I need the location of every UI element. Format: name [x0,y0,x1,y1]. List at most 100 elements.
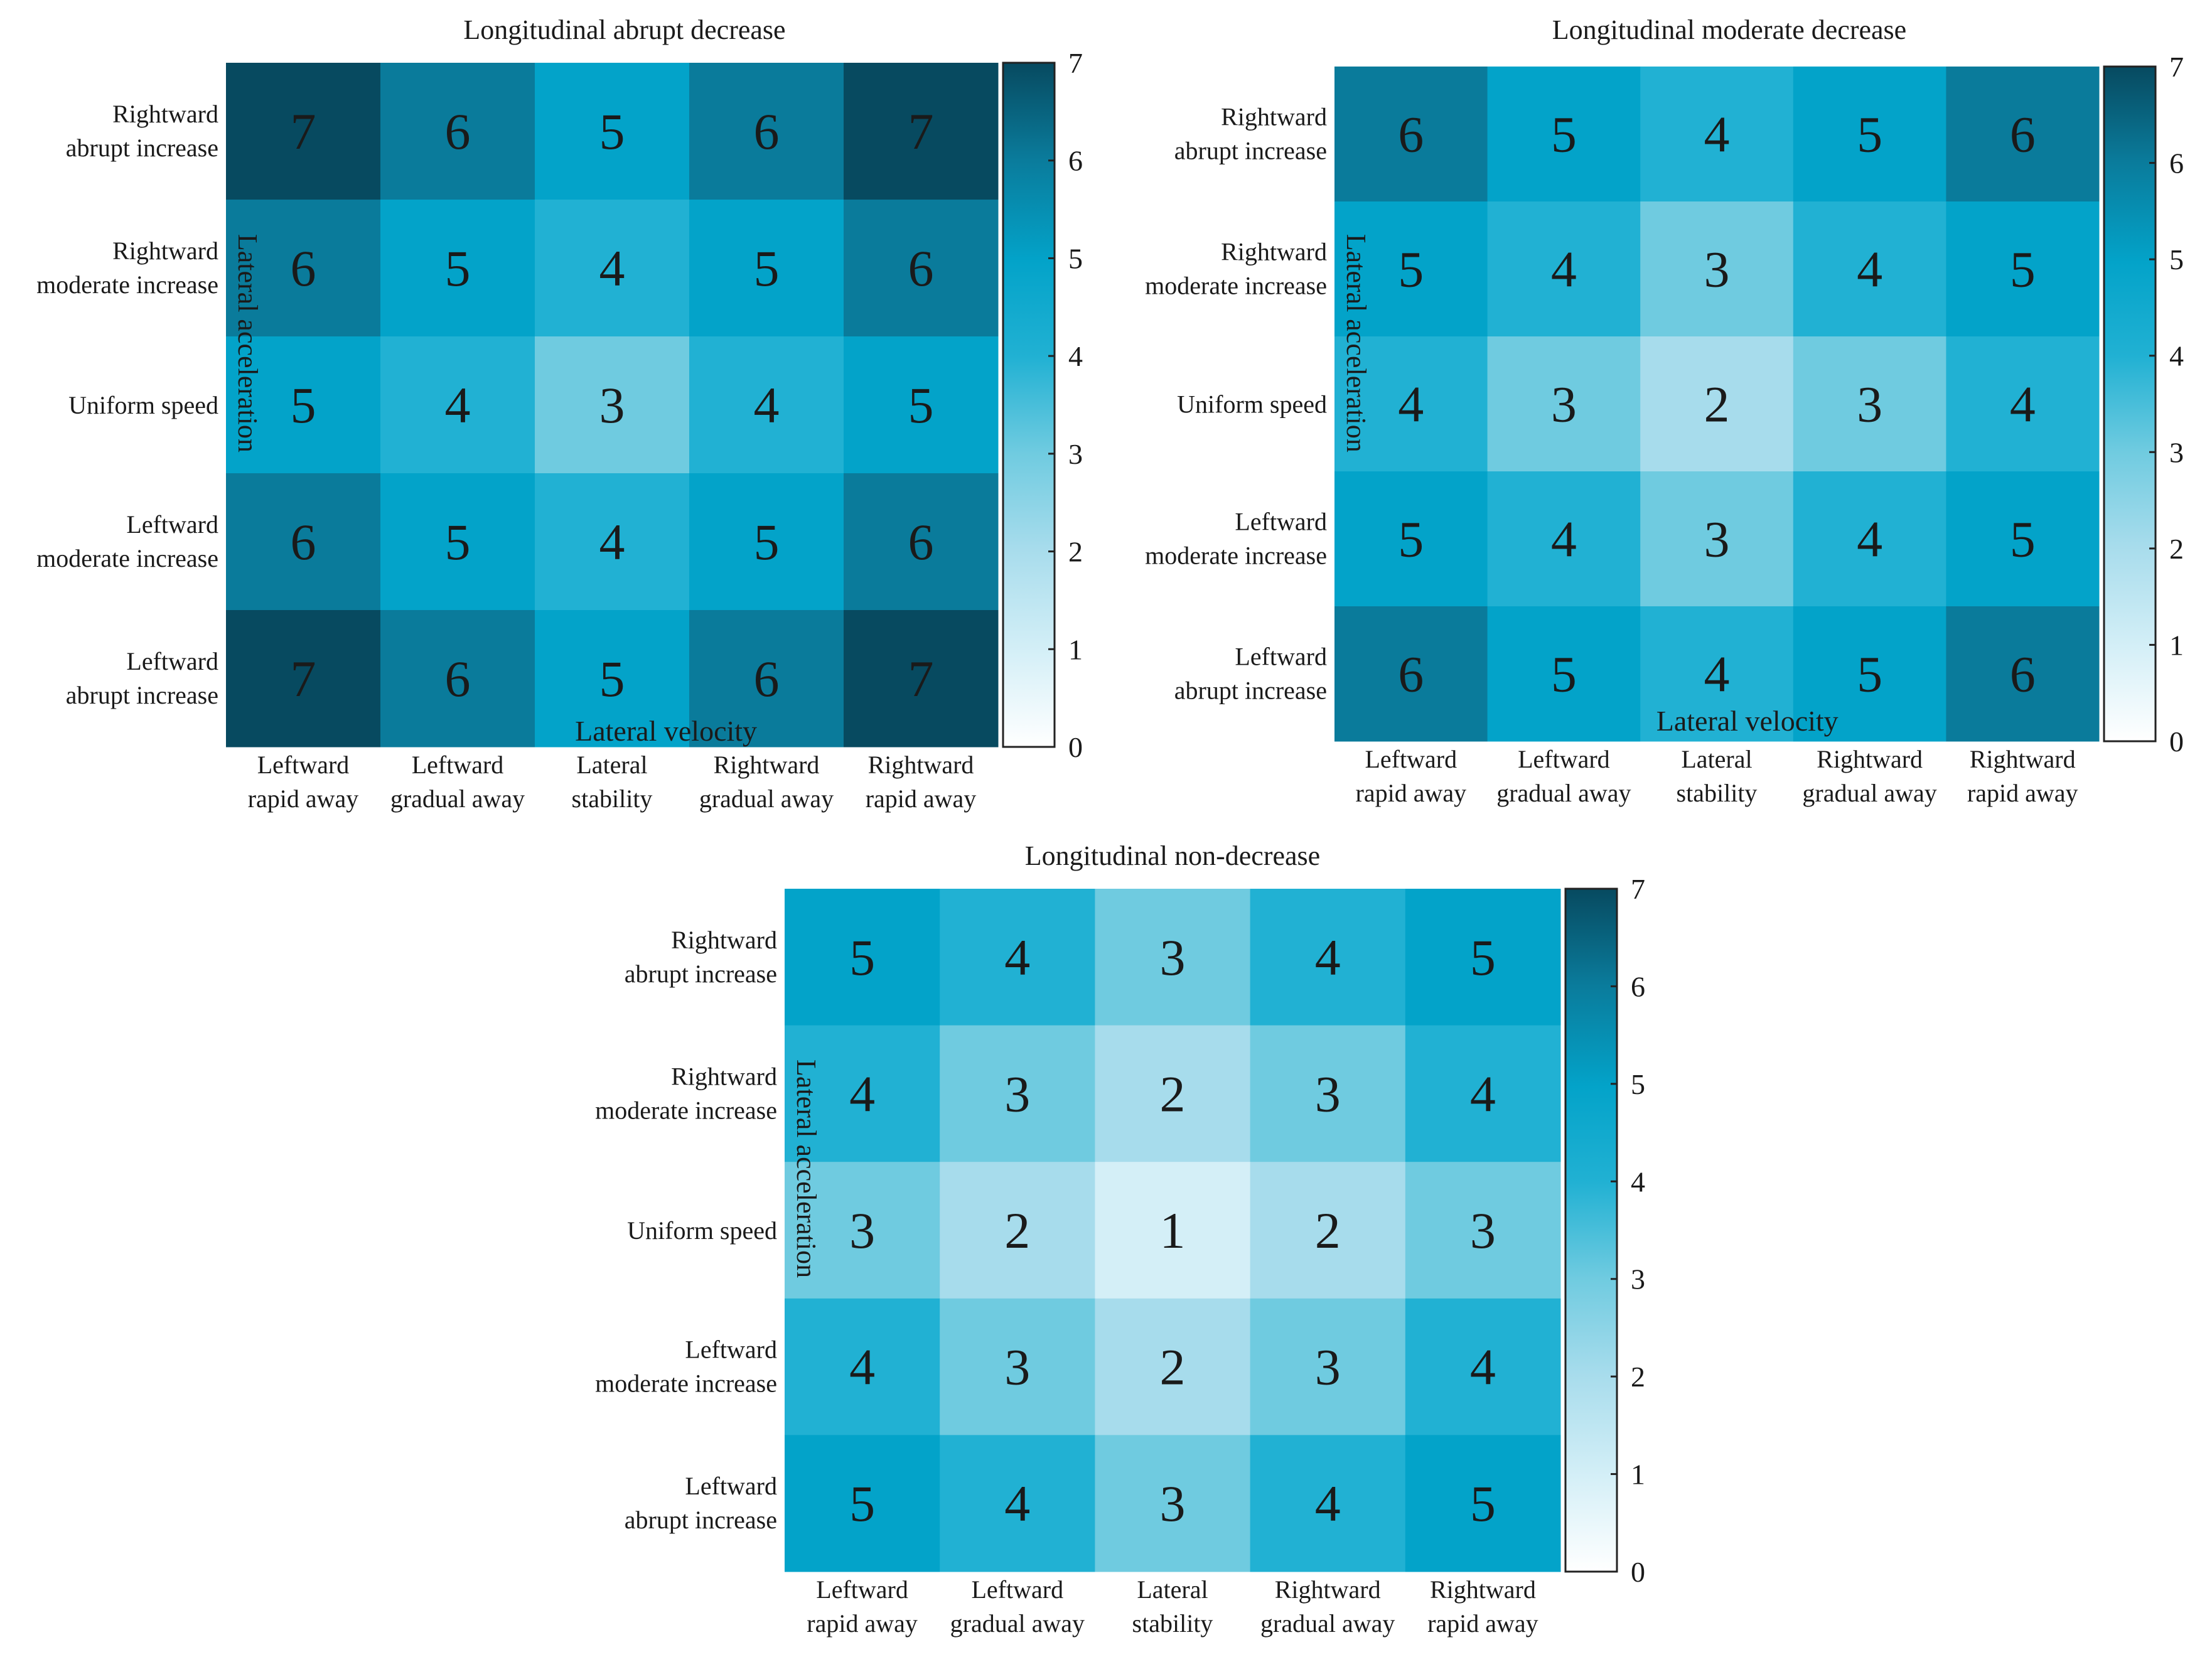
heatmap-cell [380,63,535,200]
cell-value-label: 6 [1398,106,1424,163]
cell-value-label: 1 [1160,1202,1186,1259]
heatmap-cell [785,1435,940,1572]
x-tick-label: Leftward gradual away [1496,745,1631,807]
colorbar-tick-label: 0 [1631,1556,1645,1588]
y-tick-label: Rightward abrupt increase [1174,103,1327,165]
heatmap-cell [1946,336,2100,472]
cell-value-label: 6 [291,513,316,571]
x-tick-label: Lateral stability [1132,1575,1213,1638]
heatmap-cell [1250,1162,1406,1299]
chart-title: Longitudinal moderate decrease [1552,14,1906,45]
cell-value-label: 3 [849,1202,875,1259]
cell-value-label: 4 [1551,511,1577,568]
heatmap-cell [226,200,381,337]
cell-value-label: 5 [599,103,625,160]
cell-value-label: 4 [1315,929,1341,986]
heatmap-cell [226,63,381,200]
heatmap-cell [689,473,844,611]
x-axis-label: Lateral velocity [1656,705,1839,737]
heatmap-cell [1250,889,1406,1026]
x-tick-label: Leftward rapid away [248,751,359,813]
colorbar-tick-label: 0 [2169,726,2184,758]
heatmap-cell [940,1435,1095,1572]
colorbar-tick-label: 2 [2169,533,2184,565]
y-tick-label: Leftward moderate increase [1145,508,1327,570]
y-tick-label: Leftward abrupt increase [66,647,218,709]
heatmap-cell [1640,336,1794,472]
heatmap-cell [689,63,844,200]
cell-value-label: 3 [1004,1339,1030,1396]
x-tick-label: Rightward rapid away [1967,745,2078,807]
cell-value-label: 6 [754,103,780,160]
x-tick-label: Lateral stability [1677,745,1758,807]
cell-value-label: 3 [1470,1202,1496,1259]
cell-value-label: 7 [908,650,934,707]
heatmap-cell [940,1298,1095,1435]
cell-value-label: 3 [1551,376,1577,433]
cell-value-label: 7 [908,103,934,160]
y-tick-label: Rightward moderate increase [1145,238,1327,300]
heatmap-cell [535,473,690,611]
colorbar-tick-label: 6 [1631,970,1645,1002]
cell-value-label: 5 [445,513,471,571]
heatmap-cell [844,63,999,200]
heatmap-panel-1: Longitudinal abrupt decrease 7 6 5 6 7 6 5 4 5 6 5 4… [36,14,1083,813]
heatmap-cell [1793,606,1946,742]
cell-value-label: 4 [1004,929,1030,986]
heatmap-cell [226,336,381,474]
cell-value-label: 7 [291,650,316,707]
heatmap-cell [940,889,1095,1026]
heatmap-cell [1250,1025,1406,1162]
heatmap-cell [380,200,535,337]
heatmap-cell [1250,1435,1406,1572]
cell-value-label: 3 [1704,511,1730,568]
y-tick-label: Uniform speed [1177,390,1327,419]
colorbar-tick-label: 1 [1631,1459,1645,1491]
cell-value-label: 5 [1398,241,1424,298]
y-tick-label: Rightward abrupt increase [625,926,777,988]
heatmap-cell [1487,67,1641,202]
y-tick-label: Rightward moderate increase [595,1062,777,1124]
heatmap-cell [1487,606,1641,742]
heatmap-cell [785,1298,940,1435]
cell-value-label: 6 [908,513,934,571]
cell-value-label: 4 [599,513,625,571]
cell-value-label: 4 [445,377,471,434]
cell-value-label: 4 [849,1065,875,1122]
heatmap-cell [1405,889,1561,1026]
colorbar-tick-label: 3 [1068,438,1083,470]
y-axis-label: Lateral acceleration [791,1059,822,1278]
cell-value-label: 4 [1857,241,1882,298]
cell-value-label: 2 [1315,1202,1341,1259]
heatmap-cell [1095,889,1251,1026]
heatmap-cell [1946,201,2100,337]
heatmap-cell [1095,1298,1251,1435]
cell-value-label: 7 [291,103,316,160]
heatmap-cell [535,200,690,337]
heatmap-panel-2: Longitudinal moderate decrease 6 5 4 5 6 5 4 3 4 5… [1145,14,2184,807]
heatmap-cell [1793,201,1946,337]
cell-value-label: 2 [1704,376,1730,433]
heatmap-cell [1405,1025,1561,1162]
cell-value-label: 5 [908,377,934,434]
y-tick-label: Rightward moderate increase [36,237,218,299]
heatmap-cell [785,889,940,1026]
cell-value-label: 4 [1470,1339,1496,1396]
heatmap-cell [689,336,844,474]
y-tick-label: Leftward abrupt increase [625,1472,777,1534]
colorbar-tick-label: 7 [1631,873,1645,905]
heatmap-cell [940,1025,1095,1162]
cell-value-label: 6 [2010,646,2036,703]
colorbar [1002,62,1056,748]
cell-value-label: 5 [2010,511,2036,568]
heatmap-panel-3: Longitudinal non-decrease 5 4 3 4 5 4 3 2 3 4 3 2 1 2 3… [595,840,1645,1638]
cell-value-label: 3 [599,377,625,434]
cell-value-label: 5 [599,650,625,707]
heatmap-cell [1095,1435,1251,1572]
chart-title: Longitudinal non-decrease [1025,840,1320,871]
colorbar-tick-label: 2 [1631,1361,1645,1393]
x-tick-label: Leftward gradual away [950,1575,1085,1638]
cell-value-label: 6 [291,240,316,297]
heatmap-cell [1793,336,1946,472]
heatmap-cell [226,473,381,611]
